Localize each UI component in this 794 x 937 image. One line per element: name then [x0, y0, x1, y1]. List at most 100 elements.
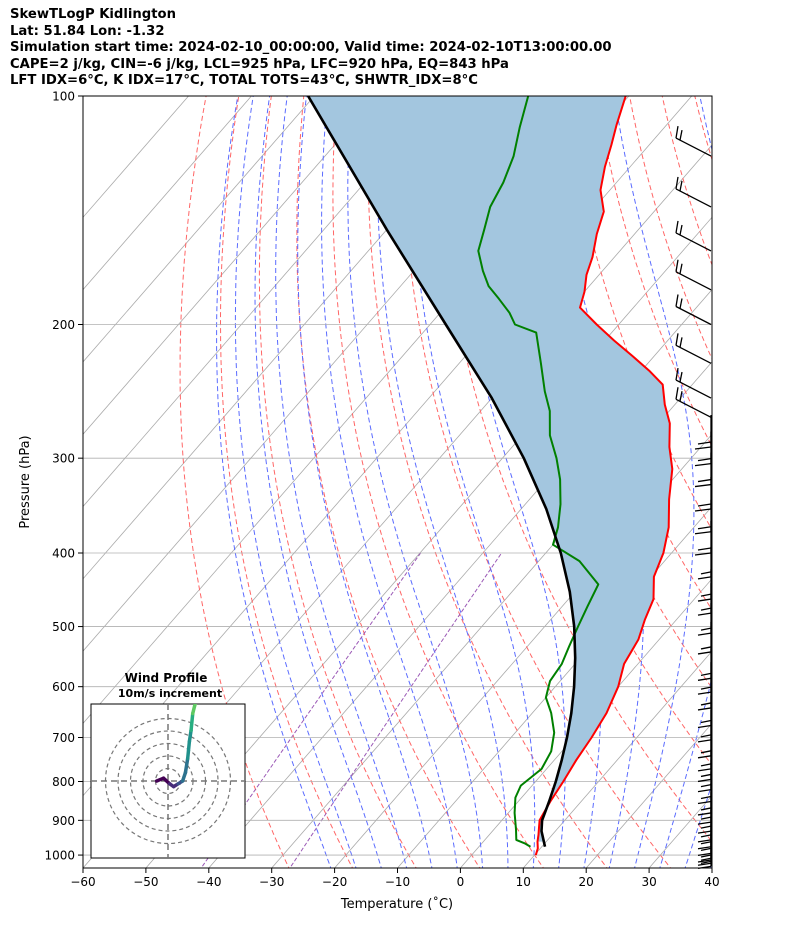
wind-barb-flag	[697, 598, 712, 602]
dry-adiabat-line	[723, 79, 794, 871]
y-tick-label: 100	[52, 90, 75, 104]
moist-adiabat-line	[614, 96, 695, 868]
chart-title: SkewTLogP Kidlington	[10, 7, 176, 22]
wind-barb-staff	[675, 188, 712, 208]
wind-barb-flag	[697, 778, 712, 783]
moist-adiabat-line	[409, 96, 536, 868]
wind-barb	[694, 414, 712, 450]
isotherm-line	[83, 96, 441, 508]
hodograph-subtitle: 10m/s increment	[118, 687, 222, 700]
wind-barb-flag	[700, 841, 712, 845]
wind-barb-flag	[700, 686, 712, 690]
moist-adiabat-line	[734, 96, 794, 871]
wind-barb	[697, 823, 712, 857]
hodograph-segment	[191, 704, 197, 716]
wind-barb	[675, 387, 712, 418]
wind-barb-flag	[697, 755, 712, 759]
wind-barb-flag	[694, 508, 712, 512]
wind-barb	[697, 569, 712, 602]
wind-barb	[694, 521, 712, 556]
wind-barb-flag	[697, 677, 712, 681]
y-tick-label: 1000	[44, 849, 75, 863]
y-tick-label: 500	[52, 620, 75, 634]
y-tick-label: 300	[52, 452, 75, 466]
wind-barb-flag	[697, 862, 712, 866]
wind-barb-flag	[679, 298, 683, 309]
wind-barb-flag	[700, 860, 712, 865]
y-tick-label: 700	[52, 731, 75, 745]
wind-barb-flag	[700, 593, 712, 597]
wind-barb-staff	[675, 271, 712, 291]
isotherm-line	[522, 650, 712, 868]
wind-barb-flag	[700, 847, 712, 852]
x-axis-label: Temperature (˚C)	[340, 896, 453, 912]
wind-barb-flag	[675, 176, 679, 190]
wind-barb-staff	[675, 232, 712, 252]
moist-adiabat-line	[684, 782, 712, 868]
isotherm-line	[145, 216, 712, 868]
wind-barb-staff	[675, 344, 712, 364]
wind-barb-flag	[697, 812, 712, 816]
sounding-profiles	[306, 96, 674, 856]
hodograph-title: Wind Profile	[125, 671, 208, 685]
moist-adiabat-line	[709, 861, 712, 868]
wind-barb-flag	[700, 646, 712, 650]
wind-barb-flag	[675, 259, 679, 272]
wind-barb-flag	[679, 337, 683, 348]
wind-barb-flag	[697, 691, 712, 695]
moist-adiabat-line	[447, 96, 566, 868]
wind-barb-flag	[694, 483, 712, 488]
x-tick-label: 40	[704, 875, 719, 889]
isotherm-line	[83, 96, 315, 363]
wind-barb-flag	[675, 220, 679, 234]
moist-adiabats	[216, 96, 794, 871]
wind-barb-flag	[694, 531, 712, 535]
wind-barb-flag	[697, 576, 712, 580]
x-tick-label: −10	[385, 875, 410, 889]
wind-barbs	[675, 125, 712, 870]
y-tick-label: 600	[52, 680, 75, 694]
wind-barb-flag	[697, 800, 712, 805]
wind-barb	[675, 333, 712, 364]
mixing-ratio-line	[289, 552, 503, 868]
location-line: Lat: 51.84 Lon: -1.32	[10, 23, 165, 39]
wind-barb-flag	[694, 552, 712, 556]
wind-barb-flag	[700, 672, 712, 676]
simulation-time-line: Simulation start time: 2024-02-10_00:00:…	[10, 40, 612, 56]
dry-adiabat-line	[401, 96, 672, 868]
wind-barb-flag	[700, 627, 712, 631]
wind-barb-flag	[697, 526, 712, 530]
wind-barb	[675, 367, 712, 399]
cape-area	[308, 96, 673, 842]
wind-barb-flag	[700, 702, 712, 706]
wind-barb-flag	[697, 852, 712, 857]
wind-barb-staff	[675, 305, 712, 326]
wind-barb-flag	[697, 846, 712, 850]
wind-barb-flag	[700, 734, 712, 738]
dry-adiabat-line	[433, 96, 712, 843]
hodograph-segment	[189, 711, 195, 733]
wind-barb-flag	[697, 821, 712, 825]
dry-adiabat-line	[332, 96, 545, 868]
parcel-line	[306, 96, 577, 847]
dry-adiabat-line	[220, 96, 354, 868]
isotherm-line	[711, 867, 712, 868]
wind-barb-flag	[679, 180, 683, 192]
dry-adiabat-line	[367, 96, 608, 868]
wind-barb-flag	[700, 607, 712, 611]
moist-adiabat-line	[216, 96, 332, 868]
moist-adiabat-line	[347, 96, 484, 868]
moist-adiabat-line	[376, 96, 509, 868]
y-tick-label: 800	[52, 775, 75, 789]
moist-adiabat-line	[234, 96, 357, 868]
wind-barb-flag	[697, 478, 712, 483]
wind-barb-flag	[675, 367, 679, 381]
wind-barb-flag	[697, 612, 712, 616]
chart-header: SkewTLogP Kidlington Lat: 51.84 Lon: -1.…	[10, 7, 790, 90]
temperature-line	[534, 96, 674, 856]
x-tick-label: 0	[457, 875, 465, 889]
wind-barb	[694, 452, 712, 488]
wind-barb-flag	[697, 707, 712, 711]
x-tick-label: −40	[196, 875, 221, 889]
